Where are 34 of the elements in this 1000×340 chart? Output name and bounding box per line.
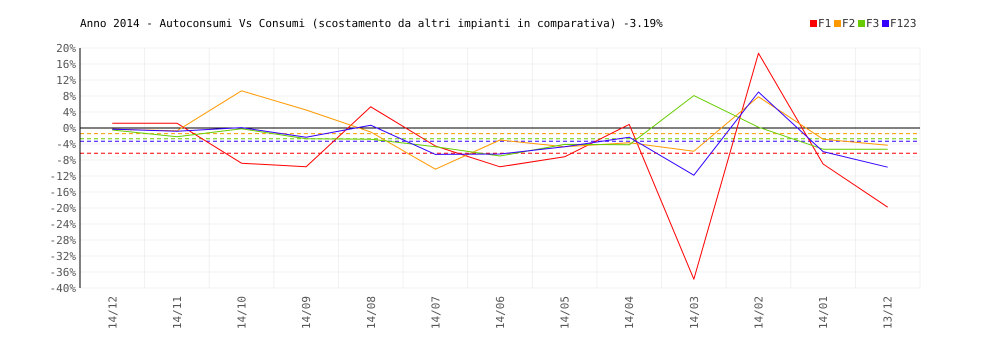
y-tick-label: -16% <box>50 186 76 199</box>
x-tick-label: 14/08 <box>364 296 378 330</box>
legend-label: F3 <box>866 17 880 30</box>
chart-title: Anno 2014 - Autoconsumi Vs Consumi (scostamento da altri impianti in comparativa) -3.19% <box>80 17 664 30</box>
y-tick-label: 12% <box>56 74 76 87</box>
y-tick-label: -20% <box>50 202 76 215</box>
x-tick-label: 14/10 <box>236 296 249 330</box>
y-tick-label: 20% <box>56 42 76 55</box>
legend-label: F1 <box>818 17 832 30</box>
x-tick-label: 14/12 <box>106 296 120 330</box>
y-tick-label: 16% <box>56 58 76 71</box>
y-tick-label: -32% <box>50 250 76 263</box>
y-tick-label: 4% <box>62 106 76 119</box>
y-tick-label: -4% <box>56 138 76 151</box>
legend-label: F2 <box>842 17 856 30</box>
y-tick-label: -8% <box>56 154 76 167</box>
x-tick-label: 14/06 <box>494 296 507 330</box>
y-tick-label: -40% <box>50 282 76 295</box>
x-tick-label: 13/12 <box>882 296 895 330</box>
x-tick-label: 14/05 <box>558 296 572 330</box>
y-tick-label: -12% <box>50 170 76 183</box>
y-tick-label: -36% <box>50 266 76 279</box>
x-tick-label: 14/01 <box>817 296 830 330</box>
x-tick-label: 14/11 <box>170 296 184 330</box>
legend-label: F123 <box>890 17 916 30</box>
y-tick-label: -24% <box>50 218 76 231</box>
x-tick-label: 14/04 <box>623 296 636 330</box>
x-tick-label: 14/07 <box>429 296 442 330</box>
x-tick-label: 14/09 <box>300 296 314 330</box>
y-tick-label: 0% <box>62 122 76 135</box>
x-tick-label: 14/02 <box>752 296 766 330</box>
y-tick-label: 8% <box>62 90 76 103</box>
y-tick-label: -28% <box>50 234 76 247</box>
x-tick-label: 14/03 <box>688 296 701 330</box>
